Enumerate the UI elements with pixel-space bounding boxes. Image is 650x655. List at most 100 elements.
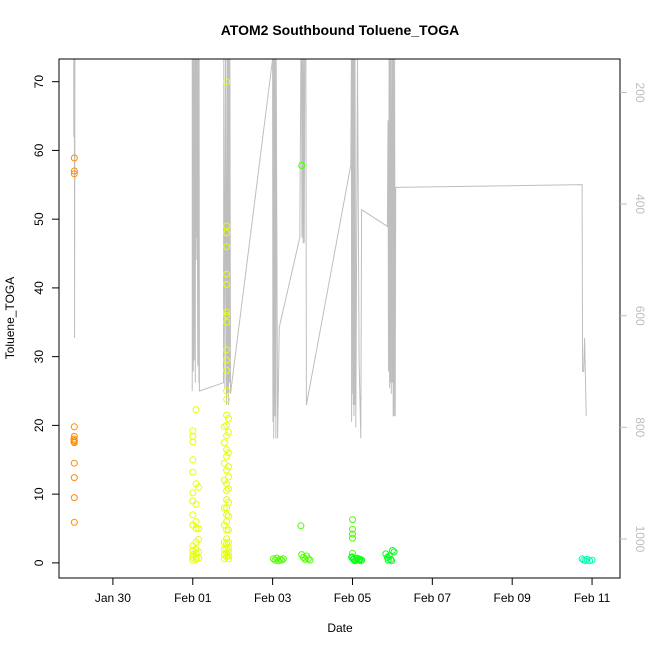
y2-tick-label: 600: [633, 306, 647, 326]
data-point: [195, 554, 203, 562]
y-tick-label: 70: [32, 75, 46, 89]
data-point: [192, 525, 200, 532]
data-point: [70, 494, 78, 502]
data-point: [223, 281, 231, 288]
data-point: [192, 406, 200, 414]
y-tick-label: 50: [32, 212, 46, 226]
data-point: [70, 474, 78, 482]
data-point: [223, 432, 231, 440]
y-axis-label: Toluene_TOGA: [3, 277, 17, 360]
data-point: [223, 452, 231, 460]
x-tick-label: Feb 11: [574, 591, 611, 605]
data-point: [225, 526, 232, 534]
data-point: [189, 489, 197, 497]
data-point: [223, 421, 231, 429]
data-point: [195, 525, 203, 532]
x-tick-label: Feb 09: [494, 591, 532, 605]
data-point: [349, 525, 356, 533]
y-tick-label: 10: [32, 487, 46, 501]
data-point: [195, 483, 203, 491]
data-point: [70, 170, 78, 178]
y-tick-label: 0: [32, 559, 46, 566]
data-point: [225, 428, 232, 436]
data-point: [70, 435, 78, 443]
data-point: [70, 167, 78, 175]
data-point: [304, 555, 312, 563]
data-point: [278, 556, 286, 564]
data-point: [223, 526, 231, 534]
data-point: [297, 522, 305, 530]
data-point: [223, 270, 231, 278]
data-point: [225, 463, 232, 471]
data-point: [192, 518, 200, 526]
data-point: [223, 511, 231, 519]
data-point: [189, 456, 197, 464]
data-point: [223, 480, 231, 488]
data-point: [223, 318, 231, 326]
y-tick-label: 60: [32, 143, 46, 157]
data-point: [189, 521, 197, 529]
data-point: [225, 449, 232, 457]
y2-tick-label: 800: [633, 417, 647, 437]
data-point: [70, 459, 78, 467]
plot-frame: [58, 58, 621, 579]
data-point: [223, 78, 231, 86]
data-point: [349, 530, 356, 538]
axes-layer: Jan 30 Feb 01 Feb 03 Feb 05 Feb 07 Feb 09 Feb …: [32, 58, 647, 605]
data-point: [223, 346, 231, 354]
data-point: [353, 555, 361, 563]
data-point: [70, 518, 78, 526]
data-point: [223, 222, 231, 230]
pressure-line: [73, 59, 587, 439]
pressure-line-layer: [73, 59, 587, 439]
data-point: [390, 548, 398, 556]
data-point: [384, 556, 392, 564]
data-point: [225, 485, 232, 493]
data-point: [189, 468, 197, 476]
data-point: [223, 308, 231, 316]
data-point: [588, 556, 596, 564]
data-point: [192, 500, 200, 508]
data-point: [189, 511, 197, 519]
data-point: [70, 423, 78, 431]
data-point: [223, 395, 231, 403]
data-point: [388, 547, 396, 554]
y-tick-label: 40: [32, 281, 46, 295]
data-point: [223, 366, 231, 374]
y2-tick-label: 200: [633, 82, 647, 102]
x-tick-label: Jan 30: [95, 591, 131, 605]
data-point: [225, 512, 232, 520]
data-point: [70, 438, 78, 446]
data-point: [299, 553, 307, 561]
y2-tick-label: 1000: [633, 526, 647, 553]
data-point: [225, 415, 232, 422]
data-point: [225, 498, 232, 506]
data-point: [349, 516, 356, 524]
data-point: [223, 487, 231, 495]
data-point: [223, 411, 231, 419]
data-point: [223, 535, 231, 543]
data-point: [225, 548, 232, 556]
data-point: [271, 556, 279, 564]
data-point: [279, 555, 287, 563]
data-point: [220, 439, 228, 447]
data-point: [581, 557, 589, 565]
data-point: [349, 555, 357, 563]
data-point: [225, 544, 232, 552]
data-point: [220, 504, 228, 512]
data-point: [388, 557, 396, 565]
data-point: [351, 557, 359, 565]
data-point: [358, 556, 366, 564]
data-point: [223, 356, 231, 364]
data-point: [189, 497, 197, 505]
y-tick-label: 30: [32, 350, 46, 364]
x-tick-label: Feb 03: [254, 591, 292, 605]
x-axis-label: Date: [327, 621, 353, 635]
data-point: [70, 154, 78, 162]
data-point: [225, 555, 232, 563]
x-tick-label: Feb 01: [174, 591, 212, 605]
data-point: [223, 387, 231, 395]
y2-tick-label: 400: [633, 194, 647, 214]
